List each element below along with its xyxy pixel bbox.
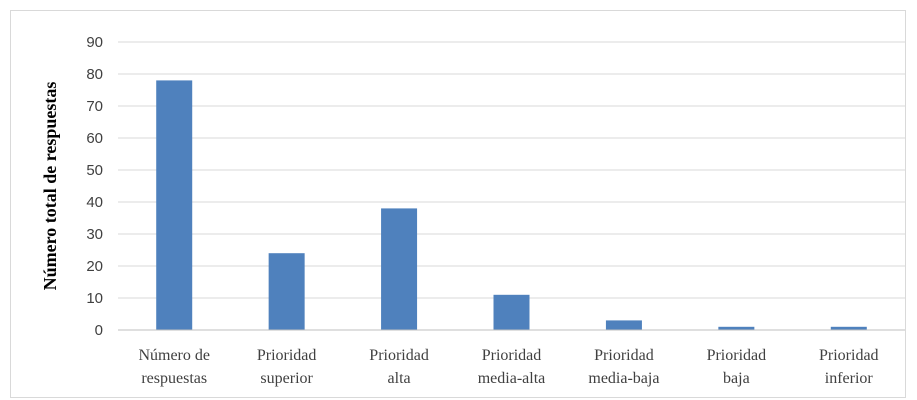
- y-tick-label: 10: [86, 290, 103, 307]
- x-tick-label: respuestas: [141, 370, 207, 387]
- x-tick-label: Prioridad: [819, 347, 879, 364]
- y-tick-label: 40: [86, 194, 103, 211]
- y-tick-label: 50: [86, 162, 103, 179]
- x-tick-label: Prioridad: [369, 347, 429, 364]
- x-tick-label: baja: [723, 370, 750, 387]
- bar: [605, 320, 642, 330]
- bar: [718, 326, 755, 330]
- bar: [156, 80, 193, 331]
- x-tick-label: Prioridad: [707, 347, 767, 364]
- bar: [493, 294, 530, 330]
- x-tick-label: Prioridad: [257, 347, 317, 364]
- x-tick-label: media-baja: [588, 370, 659, 387]
- y-tick-label: 20: [86, 258, 103, 275]
- bar: [381, 208, 418, 330]
- y-axis-ticks: 0 10 20 30 40 50 60 70 80 90: [86, 34, 103, 339]
- x-tick-label: Número de: [138, 347, 210, 364]
- y-axis-label: Número total de respuestas: [40, 82, 60, 291]
- y-tick-label: 90: [86, 34, 103, 51]
- x-tick-label: superior: [260, 370, 313, 387]
- x-tick-label: Prioridad: [594, 347, 654, 364]
- y-tick-label: 80: [86, 66, 103, 83]
- x-axis-labels: Número de respuestas Prioridad superior Prio…: [138, 347, 878, 387]
- y-tick-label: 30: [86, 226, 103, 243]
- gridlines: [118, 41, 905, 299]
- y-tick-label: 60: [86, 130, 103, 147]
- x-tick-label: inferior: [825, 370, 874, 387]
- x-tick-label: media-alta: [478, 370, 546, 387]
- bar: [268, 253, 305, 330]
- y-tick-label: 0: [95, 322, 103, 339]
- y-tick-label: 70: [86, 98, 103, 115]
- x-tick-label: alta: [388, 370, 411, 387]
- bar: [830, 326, 867, 330]
- x-tick-label: Prioridad: [482, 347, 542, 364]
- bars: [156, 80, 867, 331]
